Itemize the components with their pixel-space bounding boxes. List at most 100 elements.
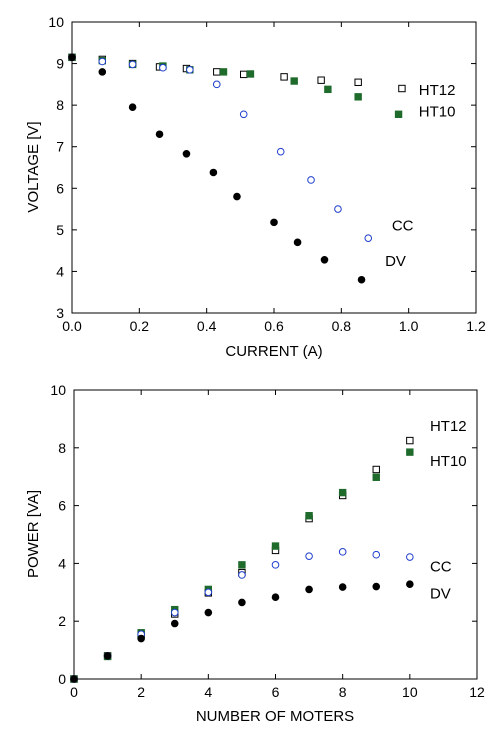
power-x-tick-label: 0 <box>70 684 78 700</box>
power-annotation-ht12: HT12 <box>430 418 467 435</box>
voltage-ht10-point <box>394 110 403 118</box>
power-cc-point <box>170 608 179 617</box>
voltage-y-tick-label: 5 <box>56 222 64 238</box>
voltage-dv-point <box>293 238 302 247</box>
power-tick-labels: 0 2 4 6 8 10 12 0 2 4 6 8 10 <box>50 382 485 700</box>
voltage-ht12-point <box>354 78 362 86</box>
voltage-current-chart: 0.0 0.2 0.4 0.6 0.8 1.0 1.2 3 4 5 6 7 8 9 10 CURRENT (… <box>25 14 486 360</box>
power-series-dv <box>70 580 414 683</box>
voltage-data-points <box>68 53 406 284</box>
voltage-dv-point <box>320 255 329 264</box>
voltage-y-tick-label: 3 <box>56 305 64 321</box>
power-dv-point <box>372 582 381 591</box>
voltage-cc-point <box>364 234 373 242</box>
voltage-y-tick-label: 8 <box>56 97 64 113</box>
voltage-y-tick-label: 4 <box>56 263 64 279</box>
voltage-annotation-ht10: HT10 <box>419 103 456 120</box>
voltage-dv-point <box>155 130 164 139</box>
power-x-tick-label: 8 <box>339 684 347 700</box>
power-cc-point <box>204 588 213 597</box>
power-dv-point <box>137 634 145 643</box>
voltage-y-tick-label: 7 <box>56 139 64 155</box>
voltage-x-axis-label: CURRENT (A) <box>225 343 322 360</box>
voltage-x-tick-label: 0.6 <box>264 318 284 334</box>
voltage-dv-point <box>182 149 191 158</box>
voltage-series-cc <box>68 53 373 242</box>
voltage-ht10-point <box>246 70 255 78</box>
power-cc-point <box>238 571 246 579</box>
voltage-dv-point <box>357 275 366 284</box>
power-axis-ticks <box>73 389 478 680</box>
power-dv-point <box>406 580 414 589</box>
power-dv-point <box>204 608 213 617</box>
voltage-cc-point <box>98 57 107 66</box>
voltage-y-tick-label: 10 <box>48 14 64 30</box>
power-cc-point <box>271 561 280 569</box>
power-dv-point <box>271 593 280 602</box>
voltage-y-tick-label: 6 <box>56 180 64 196</box>
voltage-ht10-point <box>290 77 298 85</box>
voltage-cc-point <box>212 80 221 89</box>
power-y-tick-label: 8 <box>58 440 66 456</box>
voltage-dv-point <box>270 218 278 227</box>
voltage-ht10-point <box>219 68 228 76</box>
power-ht12-point <box>406 436 414 445</box>
voltage-x-tick-label: 1.2 <box>466 318 486 334</box>
voltage-dv-point <box>209 168 218 177</box>
power-ht10-point <box>238 561 246 569</box>
voltage-series-dv <box>68 53 366 284</box>
power-y-tick-label: 10 <box>50 382 66 398</box>
power-x-axis-label: NUMBER OF MOTERS <box>196 708 354 725</box>
voltage-dv-point <box>98 68 107 76</box>
voltage-ht10-point <box>324 85 332 94</box>
voltage-x-tick-label: 0.0 <box>62 318 82 334</box>
voltage-cc-point <box>128 60 137 69</box>
voltage-ht10-point <box>354 93 362 101</box>
power-y-tick-label: 0 <box>58 671 66 687</box>
power-data-points <box>70 436 414 683</box>
power-ht10-point <box>305 512 313 520</box>
voltage-x-tick-label: 0.4 <box>197 318 217 334</box>
power-dv-point <box>238 598 246 607</box>
power-annotation-dv: DV <box>430 586 451 603</box>
voltage-ht12-point <box>317 76 325 84</box>
voltage-dv-point <box>128 103 137 112</box>
voltage-annotation-cc: CC <box>392 218 414 235</box>
voltage-cc-point <box>239 110 248 119</box>
power-dv-point <box>305 585 313 594</box>
power-dv-point <box>338 583 347 591</box>
voltage-cc-point <box>307 176 315 184</box>
power-ht12-point <box>372 465 380 474</box>
voltage-cc-point <box>186 66 194 74</box>
voltage-y-tick-label: 9 <box>56 56 64 72</box>
power-dv-point <box>170 619 179 628</box>
power-x-tick-label: 10 <box>402 684 418 700</box>
voltage-x-tick-label: 0.2 <box>130 318 150 334</box>
voltage-ht12-point <box>398 84 406 93</box>
voltage-dv-point <box>233 192 241 201</box>
voltage-dv-point <box>68 53 76 62</box>
power-y-axis-label: POWER [VA] <box>25 490 42 578</box>
power-cc-point <box>305 552 313 560</box>
power-y-tick-label: 4 <box>58 555 66 571</box>
power-motors-chart: 0 2 4 6 8 10 12 0 2 4 6 8 10 NUMBER OF MOTERS POWER … <box>25 382 485 725</box>
power-ht10-point <box>372 473 380 481</box>
voltage-cc-point <box>334 205 342 213</box>
power-ht10-point <box>271 542 280 550</box>
voltage-annotation-ht12: HT12 <box>419 82 456 99</box>
power-y-tick-label: 6 <box>58 498 66 514</box>
voltage-ht12-point <box>280 73 288 81</box>
power-x-tick-label: 6 <box>272 684 280 700</box>
voltage-ht12-point <box>240 70 248 79</box>
power-cc-point <box>338 548 347 556</box>
power-x-tick-label: 4 <box>204 684 212 700</box>
voltage-cc-point <box>159 63 167 72</box>
power-ht10-point <box>406 448 414 456</box>
power-y-tick-label: 2 <box>58 613 66 629</box>
voltage-series-labels: HT12 HT10 CC DV <box>385 82 455 270</box>
power-cc-point <box>406 553 414 561</box>
power-annotation-ht10: HT10 <box>430 453 467 470</box>
power-ht10-point <box>338 488 347 497</box>
